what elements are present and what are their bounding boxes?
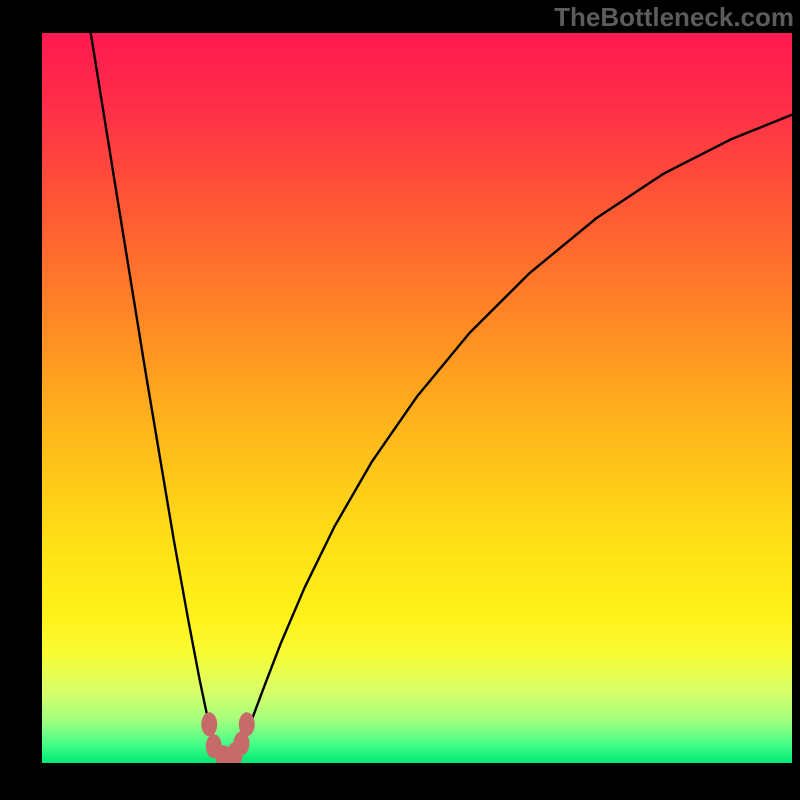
valley-marker-group <box>201 712 255 763</box>
bottleneck-curve <box>91 33 792 760</box>
valley-marker <box>239 712 255 736</box>
plot-area <box>42 33 792 763</box>
plot-svg <box>42 33 792 763</box>
watermark-text: TheBottleneck.com <box>554 2 794 33</box>
valley-marker <box>201 712 217 736</box>
